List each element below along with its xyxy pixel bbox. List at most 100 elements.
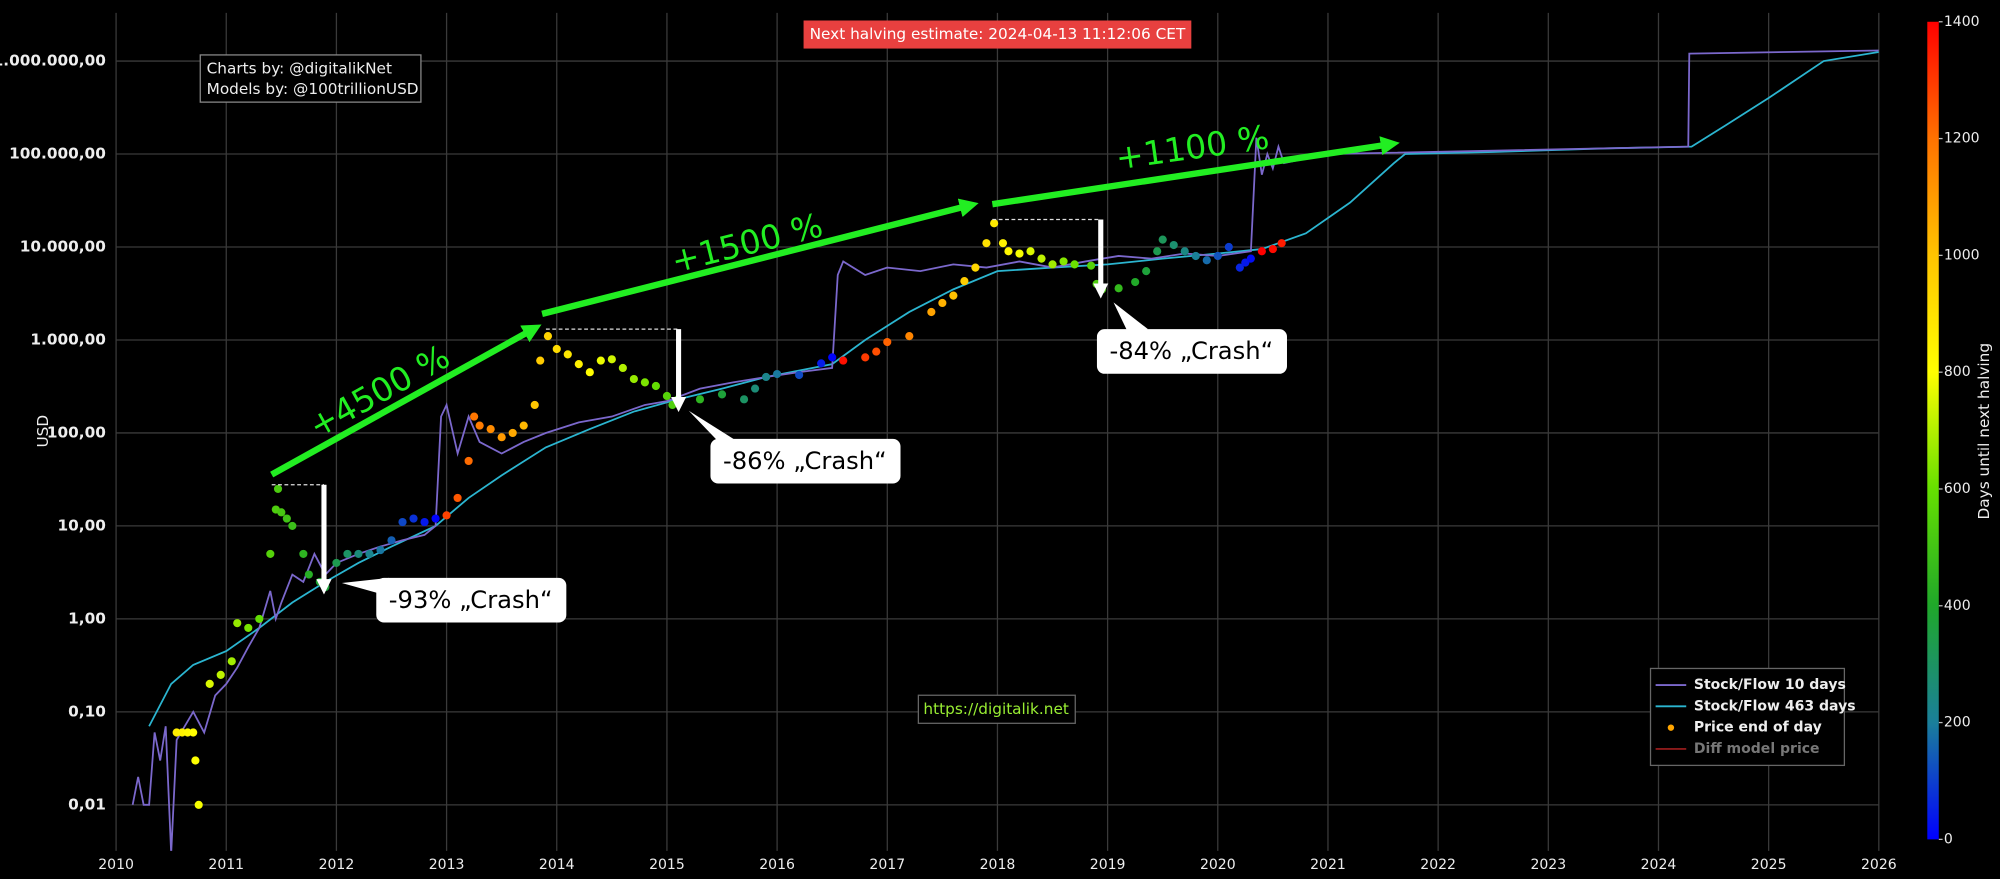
price-point (1153, 247, 1162, 256)
price-point (817, 359, 826, 368)
price-point (563, 350, 572, 359)
y-tick-label: 100.000,00 (9, 145, 106, 163)
price-point (376, 545, 385, 555)
price-point (266, 549, 275, 558)
price-point (905, 332, 914, 341)
price-point (1037, 254, 1046, 263)
y-tick-label: 10,00 (57, 516, 105, 534)
price-point (191, 756, 200, 765)
price-point (530, 400, 539, 410)
colorbar-tick-label: 1400 (1944, 14, 1980, 30)
price-point (205, 679, 214, 688)
price-point (244, 623, 253, 632)
x-tick-label: 2019 (1090, 857, 1126, 873)
price-point (828, 353, 837, 362)
x-tick-label: 2012 (319, 857, 355, 873)
price-point (398, 517, 407, 527)
y-tick-label: 1,00 (68, 609, 106, 627)
price-point (552, 344, 561, 354)
price-point (233, 619, 242, 628)
price-point (717, 390, 727, 399)
x-tick-label: 2026 (1861, 857, 1897, 873)
price-point (288, 521, 297, 531)
price-point (651, 381, 660, 391)
legend-label[interactable]: Stock/Flow 10 days (1694, 677, 1846, 693)
price-point (387, 536, 396, 545)
y-tick-label: 0,01 (68, 795, 106, 813)
x-tick-label: 2017 (869, 857, 905, 873)
y-tick-label: 1.000.000,00 (0, 52, 106, 70)
site-link[interactable]: https://digitalik.net (923, 700, 1068, 718)
credit: Models by: @100trillionUSD (207, 80, 419, 98)
price-point (839, 356, 848, 365)
price-point (1026, 247, 1035, 256)
price-point (1158, 235, 1167, 244)
price-point (486, 425, 495, 434)
y-tick-label: 0,10 (68, 702, 106, 720)
price-point (216, 670, 225, 679)
price-point (990, 219, 999, 228)
x-tick-label: 2015 (649, 857, 685, 873)
price-point (1169, 240, 1178, 250)
price-point (1048, 260, 1057, 269)
price-point (464, 456, 473, 466)
x-tick-label: 2021 (1310, 857, 1346, 873)
price-point (982, 239, 991, 248)
colorbar-tick-label: 1200 (1944, 131, 1980, 147)
crash-label: -84% „Crash“ (1109, 337, 1273, 365)
price-point (1191, 251, 1200, 261)
price-point (773, 369, 782, 379)
colorbar (1927, 21, 1939, 840)
price-point (343, 549, 352, 558)
price-point (304, 570, 313, 579)
crash-label: -93% „Crash“ (389, 586, 553, 614)
legend-label[interactable]: Stock/Flow 463 days (1694, 698, 1856, 714)
price-point (750, 384, 760, 393)
price-point (1257, 247, 1266, 256)
price-point (194, 800, 203, 809)
x-tick-label: 2023 (1530, 857, 1566, 873)
x-tick-label: 2011 (208, 857, 244, 873)
price-point (475, 421, 484, 430)
price-point (420, 517, 429, 527)
colorbar-tick-label: 800 (1944, 364, 1971, 380)
x-tick-label: 2020 (1200, 857, 1236, 873)
legend-marker (1667, 724, 1675, 731)
price-point (1142, 267, 1151, 276)
price-point (1070, 260, 1079, 269)
y-tick-label: 10.000,00 (20, 237, 106, 255)
legend-label[interactable]: Price end of day (1694, 720, 1822, 736)
price-point (227, 657, 236, 666)
x-tick-label: 2016 (759, 857, 795, 873)
price-point (861, 353, 870, 362)
price-point (273, 484, 283, 494)
price-point (872, 347, 881, 356)
price-point (971, 263, 980, 272)
price-point (255, 614, 264, 623)
price-point (640, 378, 649, 387)
credit: Charts by: @digitalikNet (207, 59, 392, 77)
halving-banner: Next halving estimate: 2024-04-13 11:12:… (810, 25, 1186, 43)
legend-label[interactable]: Diff model price (1694, 741, 1820, 757)
x-tick-label: 2024 (1641, 857, 1677, 873)
price-point (927, 307, 936, 317)
price-point (277, 508, 286, 517)
price-point (1202, 256, 1211, 265)
price-point (508, 428, 517, 438)
price-point (695, 395, 705, 404)
colorbar-tick-label: 200 (1944, 715, 1971, 731)
price-point (618, 363, 627, 373)
price-point (282, 514, 291, 523)
price-point (949, 291, 958, 300)
price-point (607, 355, 616, 364)
price-point (409, 514, 418, 523)
crash-label: -86% „Crash“ (723, 447, 887, 475)
price-point (365, 549, 374, 558)
y-tick-label: 100,00 (47, 423, 106, 441)
price-point (1004, 247, 1013, 256)
colorbar-tick-label: 400 (1944, 598, 1971, 614)
price-point (938, 298, 947, 308)
price-point (1114, 284, 1123, 293)
